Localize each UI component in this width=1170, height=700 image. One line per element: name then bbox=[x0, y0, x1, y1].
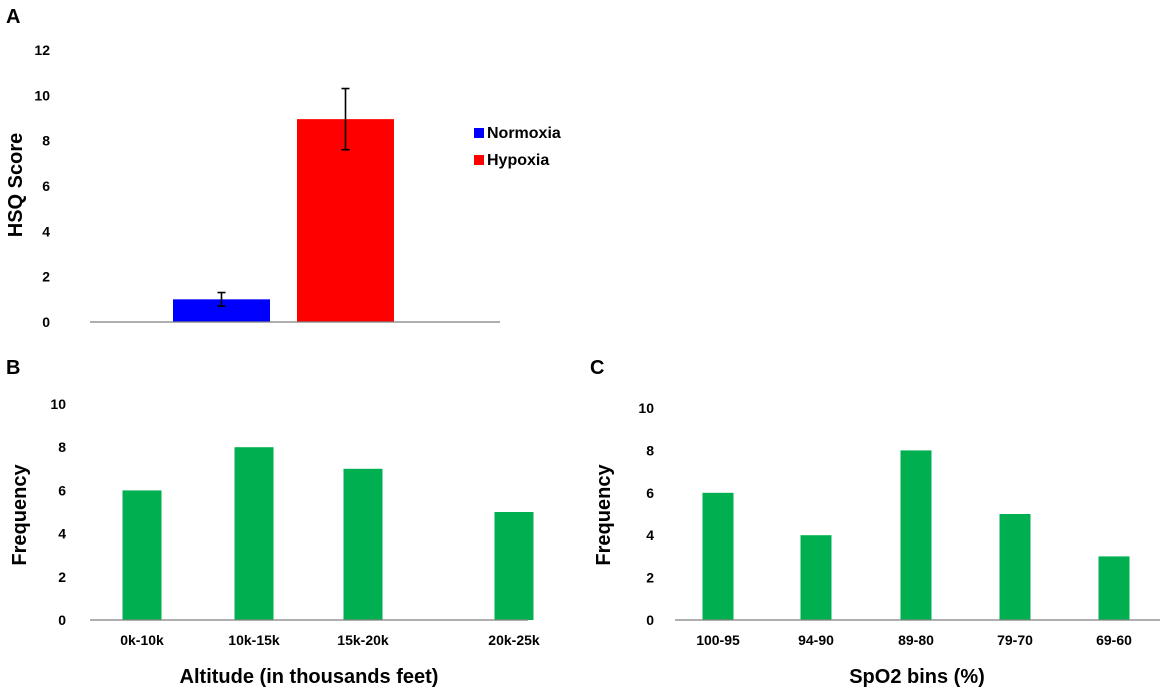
y-tick-label: 0 bbox=[58, 612, 66, 628]
bar-79-70 bbox=[999, 514, 1031, 620]
y-tick-label: 12 bbox=[34, 42, 50, 58]
y-axis-title: Frequency bbox=[9, 464, 31, 566]
bar-94-90 bbox=[800, 535, 832, 620]
y-tick-label: 0 bbox=[646, 612, 654, 628]
y-axis-title: Frequency bbox=[593, 464, 615, 566]
error-bars bbox=[217, 87, 350, 307]
y-tick-label: 2 bbox=[42, 269, 50, 285]
legend-swatch bbox=[474, 155, 484, 165]
y-tick-label: 10 bbox=[50, 396, 66, 412]
panel-a-hsq-score-chart: A HSQ Score 0 2 4 6 8 10 12 Normoxia Hypoxia bbox=[5, 6, 561, 330]
legend-item-normoxia: Normoxia bbox=[474, 125, 561, 142]
bars bbox=[702, 450, 1130, 620]
bar-hypoxia bbox=[297, 119, 394, 322]
bar-69-60 bbox=[1098, 556, 1130, 620]
y-tick-label: 2 bbox=[58, 569, 66, 585]
legend-label: Normoxia bbox=[487, 125, 561, 142]
x-tick-label: 79-70 bbox=[997, 632, 1033, 648]
x-axis-tick-labels: 0k-10k 10k-15k 15k-20k 20k-25k bbox=[120, 632, 540, 648]
y-tick-label: 10 bbox=[34, 87, 50, 103]
x-tick-label: 94-90 bbox=[798, 632, 834, 648]
error-bar-hypoxia bbox=[341, 87, 350, 151]
panel-letter: B bbox=[6, 357, 20, 379]
y-axis-ticks: 0 2 4 6 8 10 bbox=[50, 396, 66, 628]
y-tick-label: 4 bbox=[646, 527, 654, 543]
error-bar-normoxia bbox=[217, 291, 226, 307]
y-axis-ticks: 0 2 4 6 8 10 bbox=[638, 400, 654, 628]
bar-10k-15k bbox=[234, 447, 274, 620]
y-axis-ticks: 0 2 4 6 8 10 12 bbox=[34, 42, 50, 330]
y-tick-label: 2 bbox=[646, 570, 654, 586]
bar-15k-20k bbox=[343, 468, 383, 620]
bar-0k-10k bbox=[122, 490, 162, 620]
x-tick-label: 69-60 bbox=[1096, 632, 1132, 648]
x-tick-label: 10k-15k bbox=[228, 632, 280, 648]
bar-89-80 bbox=[900, 450, 932, 620]
y-tick-label: 6 bbox=[42, 178, 50, 194]
y-tick-label: 8 bbox=[58, 439, 66, 455]
x-axis-title: SpO2 bins (%) bbox=[849, 666, 985, 688]
legend-item-hypoxia: Hypoxia bbox=[474, 152, 549, 169]
x-axis-title: Altitude (in thousands feet) bbox=[180, 666, 439, 688]
y-axis-title: HSQ Score bbox=[5, 133, 27, 237]
panel-letter: C bbox=[590, 357, 604, 379]
x-axis-tick-labels: 100-95 94-90 89-80 79-70 69-60 bbox=[696, 632, 1132, 648]
bar-normoxia bbox=[173, 299, 270, 322]
y-tick-label: 8 bbox=[42, 133, 50, 149]
y-tick-label: 4 bbox=[58, 526, 66, 542]
bars bbox=[122, 447, 534, 620]
panel-b-altitude-frequency-chart: B Frequency Altitude (in thousands feet)… bbox=[6, 357, 540, 688]
panel-letter: A bbox=[6, 6, 20, 28]
y-tick-label: 8 bbox=[646, 442, 654, 458]
x-tick-label: 20k-25k bbox=[488, 632, 540, 648]
y-tick-label: 6 bbox=[58, 482, 66, 498]
y-tick-label: 6 bbox=[646, 485, 654, 501]
legend-swatch bbox=[474, 128, 484, 138]
y-tick-label: 0 bbox=[42, 314, 50, 330]
panel-c-spo2-frequency-chart: C Frequency SpO2 bins (%) 0 2 4 6 8 10 100-95… bbox=[590, 357, 1160, 688]
legend-label: Hypoxia bbox=[487, 152, 549, 169]
y-tick-label: 10 bbox=[638, 400, 654, 416]
x-tick-label: 15k-20k bbox=[337, 632, 389, 648]
x-tick-label: 100-95 bbox=[696, 632, 740, 648]
legend: Normoxia Hypoxia bbox=[474, 125, 561, 169]
bar-100-95 bbox=[702, 492, 734, 620]
bars bbox=[173, 119, 394, 322]
x-tick-label: 89-80 bbox=[898, 632, 934, 648]
y-tick-label: 4 bbox=[42, 223, 50, 239]
x-tick-label: 0k-10k bbox=[120, 632, 164, 648]
bar-20k-25k bbox=[494, 512, 534, 620]
